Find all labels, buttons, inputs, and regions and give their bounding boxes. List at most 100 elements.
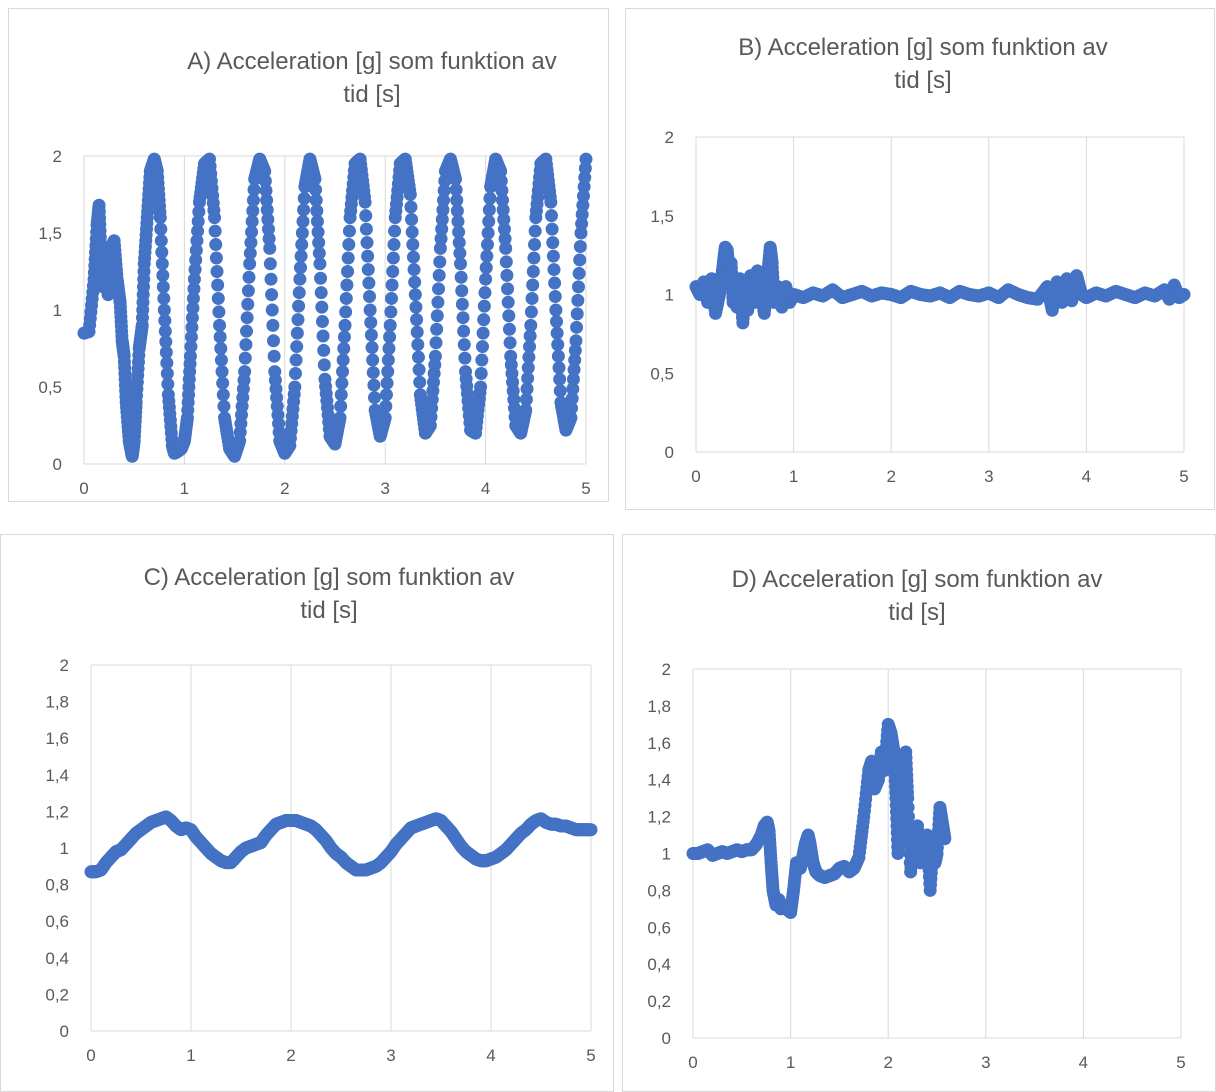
data-point [568,343,582,357]
y-tick-label: 1 [665,286,674,305]
data-point [209,238,223,252]
data-point [519,393,533,407]
data-point [186,291,200,305]
y-tick-label: 0,4 [647,955,671,974]
data-point [383,318,397,332]
y-tick-label: 1 [662,845,671,864]
data-point [938,832,952,846]
data-point [495,184,509,198]
data-point [191,224,205,238]
data-point [336,353,350,367]
data-point [210,265,224,278]
data-point [408,275,422,289]
data-point [213,330,227,344]
data-point [339,291,353,305]
data-point [547,263,561,277]
data-point [245,225,259,239]
data-point [405,213,419,227]
data-point [482,214,496,228]
y-tick-label: 1,5 [650,207,674,226]
y-tick-label: 0,8 [45,876,69,895]
data-point [434,232,448,246]
data-point [476,326,490,340]
data-point [428,349,442,363]
data-point [267,334,281,348]
data-point [568,353,582,367]
y-tick-label: 2 [53,147,62,166]
data-point [437,193,451,207]
x-tick-label: 4 [1082,467,1091,486]
y-tick-label: 1,8 [647,697,671,716]
data-point [267,349,281,363]
data-point [579,152,593,166]
data-point [503,336,517,350]
data-point [569,334,583,348]
data-point [384,305,398,319]
data-point [363,290,377,304]
data-point [314,286,328,300]
data-point [499,241,513,255]
data-point [238,365,252,379]
data-point [215,365,229,379]
data-point [452,225,466,239]
y-tick-label: 1,4 [45,766,69,785]
data-point [309,193,323,207]
data-point [362,276,376,290]
data-point [308,172,322,186]
data-point [435,213,449,227]
data-point [160,367,174,381]
data-point [238,351,252,365]
data-point [155,257,169,271]
data-point [365,341,379,355]
data-point [571,293,585,307]
y-tick-label: 0,4 [45,949,69,968]
data-point [567,363,581,377]
data-point [387,238,401,252]
data-point [527,251,541,265]
chart-panel-b: B) Acceleration [g] som funktion av tid [… [625,8,1215,510]
data-point [367,378,381,392]
data-point [315,315,329,329]
data-point [483,191,497,205]
data-point [159,335,173,349]
data-point [296,214,310,228]
data-point [432,282,446,296]
data-point [544,209,558,223]
data-point [243,246,257,260]
data-point [379,399,393,413]
data-point [497,222,511,236]
data-point [185,320,199,334]
data-point [241,284,255,298]
data-point [154,222,168,236]
data-point [239,338,253,352]
data-point [565,392,579,406]
x-tick-label: 4 [1079,1053,1088,1072]
data-point [259,184,273,198]
data-point [208,224,222,238]
data-point [546,236,560,250]
data-point [451,214,465,228]
data-point [288,367,302,381]
data-point [477,299,491,313]
data-point [475,353,489,367]
y-tick-label: 0,5 [650,364,674,383]
data-point [458,351,472,365]
data-point [553,372,567,386]
data-point [336,365,350,379]
x-tick-label: 0 [691,467,700,486]
data-point [190,234,204,248]
chart-title-line: A) Acceleration [g] som funktion av [187,48,557,75]
data-point [480,249,494,263]
data-point [578,171,592,185]
data-point [246,204,260,218]
data-point [187,272,201,286]
data-point [524,318,538,332]
data-point [498,232,512,246]
data-point [407,263,421,277]
data-point [214,353,228,367]
data-point [213,318,227,332]
data-point [289,353,303,367]
data-point [288,380,302,394]
data-point [358,195,372,209]
data-point [408,288,422,302]
